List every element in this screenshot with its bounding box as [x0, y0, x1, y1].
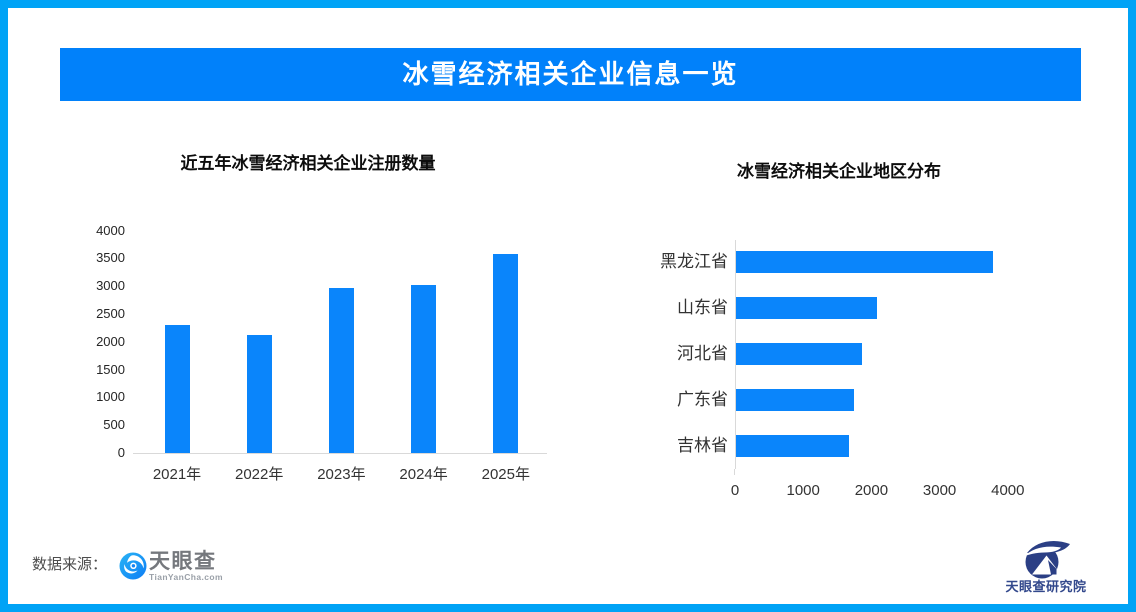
bar: [736, 343, 862, 365]
y-axis-category-label: 河北省: [677, 344, 728, 363]
bar: [736, 251, 993, 273]
x-axis-tick-label: 3000: [922, 482, 957, 499]
y-axis-tick-label: 4000: [96, 222, 125, 238]
x-axis-category-label: 2021年: [152, 466, 202, 483]
y-axis-line: [735, 240, 736, 469]
tianyancha-domain-text: TianYanCha.com: [149, 572, 223, 582]
y-axis-tick-label: 3500: [96, 250, 125, 266]
y-axis-tick-label: 2500: [96, 306, 125, 321]
y-axis-category-label: 广东省: [677, 390, 728, 409]
y-axis-tick-label: 1500: [96, 361, 125, 377]
region-bar-chart: 黑龙江省山东省河北省广东省吉林省 0 1000 2000 3000 4000: [630, 238, 1090, 508]
y-axis-tick-label: 3000: [96, 278, 125, 294]
y-axis-category-label: 吉林省: [677, 436, 728, 455]
x-axis-line: [133, 453, 547, 454]
bar: [493, 254, 519, 453]
x-axis-tick-label: 2000: [854, 482, 889, 499]
page-title-banner: 冰雪经济相关企业信息一览: [60, 48, 1081, 101]
data-source-label: 数据来源：: [32, 556, 108, 573]
bar: [328, 288, 354, 453]
y-axis-tick-label: 1000: [96, 389, 125, 405]
x-axis-category-label: 2022年: [235, 466, 284, 483]
x-axis-category-label: 2025年: [481, 466, 530, 483]
bar: [736, 435, 849, 457]
y-axis-tick-label: 0: [117, 445, 125, 460]
right-chart-title: 冰雪经济相关企业地区分布: [737, 162, 941, 181]
x-axis-tick-label: 4000: [991, 482, 1025, 499]
x-axis-tick-label: 0: [730, 482, 740, 499]
x-axis-category-label: 2023年: [317, 466, 366, 483]
bar: [736, 297, 877, 319]
axis-zero-tick: [734, 469, 735, 475]
institute-logo-text: 天眼查研究院: [1005, 579, 1087, 594]
registration-bar-chart: 0 500 1000 1500 2000 2500 3000 3500 4000 2021年 202…: [88, 220, 558, 510]
y-axis-tick-label: 2000: [96, 333, 125, 349]
y-axis-tick-label: 500: [103, 417, 125, 433]
tianyancha-institute-logo-icon: [1024, 541, 1070, 579]
bar: [246, 335, 272, 453]
y-axis-category-label: 黑龙江省: [660, 252, 728, 271]
bar: [411, 285, 437, 453]
x-axis-category-label: 2024年: [399, 466, 448, 483]
tianyancha-logo-text: 天眼查: [149, 550, 217, 573]
bar: [736, 389, 854, 411]
bar: [164, 325, 190, 453]
left-chart-title: 近五年冰雪经济相关企业注册数量: [180, 154, 436, 173]
tianyancha-logo-icon: [119, 552, 147, 580]
y-axis-category-label: 山东省: [677, 298, 728, 317]
x-axis-tick-label: 1000: [786, 482, 820, 499]
page-title: 冰雪经济相关企业信息一览: [402, 59, 739, 89]
